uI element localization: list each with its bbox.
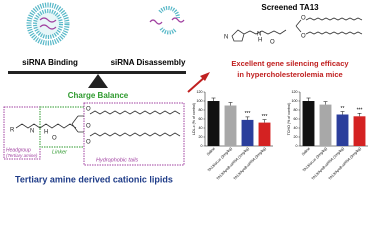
y-tick-label: 60: [294, 117, 298, 121]
ta13-tails: [305, 17, 363, 35]
atom: R: [10, 128, 15, 134]
tails-label: Hydrophobic tails: [96, 157, 138, 163]
y-tick-label: 0: [296, 144, 298, 148]
y-tick-label: 60: [199, 117, 203, 121]
bar: [319, 104, 332, 146]
bar: [241, 119, 254, 146]
y-axis-label: LDL-c (% of control): [192, 103, 196, 135]
significance: ***: [262, 114, 268, 120]
bar: [207, 101, 220, 146]
left-caption: Tertiary amine derived cationic lipids: [15, 174, 173, 184]
y-tick-label: 0: [201, 144, 203, 148]
y-tick-label: 100: [292, 99, 298, 103]
tail-bonds: [89, 110, 181, 137]
significance: ***: [245, 111, 251, 117]
atom: O: [86, 107, 91, 113]
bar: [336, 114, 349, 146]
disassembled-particle: [149, 6, 185, 35]
linker-bonds: [15, 115, 84, 133]
x-tick-label: TA13/ApoB-siRNA (3mg/kg): [328, 147, 362, 181]
x-tick-label: TA13/ApoB-siRNA (1mg/kg): [216, 147, 250, 181]
tails-box: [83, 102, 185, 166]
y-tick-label: 40: [294, 126, 298, 130]
y-tick-label: 100: [197, 99, 203, 103]
arrow-head: [200, 72, 210, 81]
x-tick-label: Saline: [206, 147, 216, 157]
atom: O: [301, 16, 306, 22]
atom: H: [44, 130, 48, 136]
atom: O: [52, 136, 57, 142]
atom: O: [301, 34, 306, 40]
atom: O: [86, 140, 91, 146]
lipid-nanoparticle: [26, 2, 70, 46]
significance: ***: [357, 108, 363, 114]
headgroup-sub: (Tertiary amine): [6, 153, 38, 158]
atom: O: [86, 124, 91, 130]
bar: [224, 105, 237, 146]
x-tick-label: TA13/ApoB-siRNA (1mg/kg): [311, 147, 345, 181]
atom: N: [257, 32, 261, 38]
headgroup-label: Headgroup: [6, 147, 31, 153]
headgroup-box: [3, 106, 41, 160]
y-tick-label: 40: [199, 126, 203, 130]
y-tick-label: 20: [199, 135, 203, 139]
ta13-core: [231, 19, 302, 42]
right-caption: Excellent gene silencing efficacy: [231, 59, 349, 68]
y-tick-label: 20: [294, 135, 298, 139]
y-tick-label: 120: [292, 90, 298, 94]
significance: **: [341, 106, 345, 112]
graphical-abstract: siRNA Binding siRNA Disassembly Charge B…: [3, 2, 368, 184]
atom: N: [224, 35, 228, 41]
y-tick-label: 80: [199, 108, 203, 112]
binding-label: siRNA Binding: [22, 58, 78, 67]
atom: O: [270, 40, 275, 46]
x-tick-label: Saline: [301, 147, 311, 157]
atom: N: [30, 129, 34, 135]
y-tick-label: 120: [197, 90, 203, 94]
bar: [302, 101, 315, 146]
y-axis-label: TCHO (% of control): [287, 103, 291, 136]
bar: [258, 122, 271, 146]
disassembly-label: siRNA Disassembly: [111, 58, 186, 67]
bar: [353, 116, 366, 146]
atom: H: [258, 38, 262, 44]
right-title: Screened TA13: [261, 3, 319, 12]
balance: [8, 71, 186, 88]
y-tick-label: 80: [294, 108, 298, 112]
right-caption: in hypercholesterolemia mice: [237, 70, 342, 79]
linker-label: Linker: [52, 149, 68, 155]
balance-label: Charge Balance: [68, 91, 129, 100]
x-tick-label: TA13/ApoB-siRNA (3mg/kg): [233, 147, 267, 181]
